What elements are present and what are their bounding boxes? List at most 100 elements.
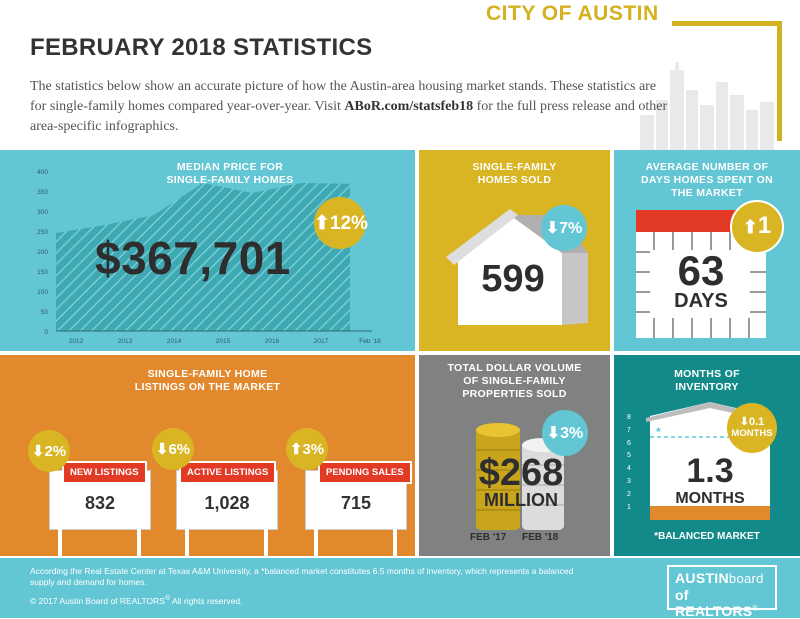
y-tick-label: 250 <box>37 229 48 236</box>
x-tick-label: 2016 <box>265 338 280 345</box>
days-value: 63 <box>636 247 766 295</box>
sign-post <box>314 528 318 556</box>
dollar-volume-title: TOTAL DOLLAR VOLUME OF SINGLE-FAMILY PRO… <box>419 362 610 401</box>
homes-sold-value: 599 <box>458 258 568 301</box>
listings-title-line1: SINGLE-FAMILY HOME <box>100 368 315 381</box>
y-tick-label: 150 <box>37 269 48 276</box>
active-listings-label: ACTIVE LISTINGS <box>179 461 276 484</box>
new-listings-sign: NEW LISTINGS 832 <box>49 470 151 530</box>
homes-sold-title-line2: HOMES SOLD <box>419 174 610 187</box>
median-price-value: $367,701 <box>95 231 291 285</box>
new-listings-change: 2% <box>44 443 66 460</box>
sign-post <box>58 528 62 556</box>
days-title-line3: THE MARKET <box>614 187 800 200</box>
inventory-title: MONTHS OF INVENTORY <box>614 368 800 394</box>
sign-post <box>137 528 141 556</box>
inventory-y-tick-label: 3 <box>627 478 631 485</box>
homes-sold-title-line1: SINGLE-FAMILY <box>419 161 610 174</box>
inventory-change-badge: ⬇0.1 MONTHS <box>727 403 777 453</box>
days-on-market-title: AVERAGE NUMBER OF DAYS HOMES SPENT ON TH… <box>614 161 800 200</box>
copyright-suffix: All rights reserved. <box>170 596 242 606</box>
listings-title-line2: LISTINGS ON THE MARKET <box>100 381 315 394</box>
sign-post <box>393 528 397 556</box>
days-title-line1: AVERAGE NUMBER OF <box>614 161 800 174</box>
arrow-up-icon: ⬆ <box>290 441 303 458</box>
corner-accent-horizontal <box>672 21 782 26</box>
arrow-down-icon: ⬇ <box>32 443 45 460</box>
homes-sold-change-badge: ⬇7% <box>541 205 587 251</box>
dollar-volume-value: $268 <box>466 452 576 495</box>
active-listings-change-badge: ⬇6% <box>152 428 194 470</box>
x-tick-label: Feb '18 <box>359 338 381 345</box>
copyright-text: © 2017 Austin Board of REALTORS <box>30 596 165 606</box>
active-listings-sign: ACTIVE LISTINGS 1,028 <box>176 470 278 530</box>
balanced-marker: * <box>656 425 661 439</box>
inventory-y-tick-label: 8 <box>627 414 631 421</box>
sign-post <box>264 528 268 556</box>
logo-austin: AUSTIN <box>675 570 729 586</box>
pending-sales-value: 715 <box>306 493 406 514</box>
y-tick-label: 350 <box>37 189 48 196</box>
y-tick-label: 50 <box>41 309 49 316</box>
y-tick-label: 200 <box>37 249 48 256</box>
new-listings-change-badge: ⬇2% <box>28 430 70 472</box>
arrow-down-icon: ⬇ <box>156 441 169 458</box>
median-price-change: 12% <box>330 213 368 234</box>
inventory-y-tick-label: 2 <box>627 491 631 498</box>
inventory-title-line2: INVENTORY <box>614 381 800 394</box>
homes-sold-title: SINGLE-FAMILY HOMES SOLD <box>419 161 610 187</box>
x-tick-label: 2014 <box>167 338 182 345</box>
y-tick-label: 300 <box>37 209 48 216</box>
volume-title-line3: PROPERTIES SOLD <box>419 388 610 401</box>
arrow-down-icon: ⬇ <box>546 220 559 237</box>
volume-label-right: FEB '18 <box>522 532 558 543</box>
x-tick-label: 2013 <box>118 338 133 345</box>
inventory-title-line1: MONTHS OF <box>614 368 800 381</box>
y-tick-label: 400 <box>37 169 48 176</box>
new-listings-label: NEW LISTINGS <box>62 461 147 484</box>
press-release-link[interactable]: ABoR.com/statsfeb18 <box>344 99 473 114</box>
inventory-y-tick-label: 6 <box>627 440 631 447</box>
y-tick-label: 100 <box>37 289 48 296</box>
median-price-change-badge: ⬆12% <box>314 197 366 249</box>
y-tick-label: 0 <box>44 329 48 336</box>
homes-sold-change: 7% <box>559 220 582 237</box>
footer-copyright: © 2017 Austin Board of REALTORS® All rig… <box>30 594 242 606</box>
page-title: FEBRUARY 2018 STATISTICS <box>30 34 372 62</box>
dollar-volume-change: 3% <box>560 425 583 442</box>
arrow-down-icon: ⬇ <box>740 416 749 428</box>
logo-board: board <box>729 571 764 586</box>
days-change-badge: ⬆1 <box>730 200 784 254</box>
days-unit: DAYS <box>636 290 766 313</box>
active-listings-value: 1,028 <box>177 493 277 514</box>
inventory-y-tick-label: 4 <box>627 465 631 472</box>
active-listings-change: 6% <box>168 441 190 458</box>
inventory-change-unit: MONTHS <box>727 428 777 439</box>
sign-post <box>185 528 189 556</box>
pending-sales-sign: PENDING SALES 715 <box>305 470 407 530</box>
pending-sales-change-badge: ⬆3% <box>286 428 328 470</box>
abor-logo: AUSTINboard of REALTORS® <box>667 565 777 610</box>
days-title-line2: DAYS HOMES SPENT ON <box>614 174 800 187</box>
balanced-market-label: *BALANCED MARKET <box>614 531 800 542</box>
listings-title: SINGLE-FAMILY HOME LISTINGS ON THE MARKE… <box>100 368 315 394</box>
volume-title-line2: OF SINGLE-FAMILY <box>419 375 610 388</box>
inventory-y-tick-label: 7 <box>627 427 631 434</box>
inventory-y-tick-label: 1 <box>627 504 631 511</box>
pending-sales-change: 3% <box>302 441 324 458</box>
inventory-change: 0.1 <box>749 416 764 428</box>
city-label: CITY OF AUSTIN <box>486 2 659 26</box>
dollar-volume-unit: MILLION <box>466 490 576 511</box>
x-tick-label: 2012 <box>69 338 84 345</box>
inventory-value: 1.3 <box>646 452 774 491</box>
intro-paragraph: The statistics below show an accurate pi… <box>30 77 670 137</box>
logo-registered-icon: ® <box>752 605 757 612</box>
new-listings-value: 832 <box>50 493 150 514</box>
logo-realtors: of REALTORS <box>675 587 752 619</box>
x-tick-label: 2017 <box>314 338 329 345</box>
days-change: 1 <box>758 212 771 239</box>
dollar-volume-change-badge: ⬇3% <box>542 410 588 456</box>
volume-title-line1: TOTAL DOLLAR VOLUME <box>419 362 610 375</box>
pending-sales-label: PENDING SALES <box>318 461 412 484</box>
arrow-down-icon: ⬇ <box>547 425 560 442</box>
